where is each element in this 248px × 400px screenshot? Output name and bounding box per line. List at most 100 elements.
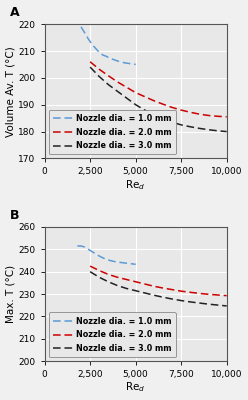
Nozzle dia. = 2.0 mm <box>89 264 92 268</box>
Nozzle dia. = 2.0 mm <box>161 286 164 290</box>
Y-axis label: Max. Τ (°C): Max. Τ (°C) <box>6 265 16 323</box>
Nozzle dia. = 3.0 mm <box>207 302 210 306</box>
Nozzle dia. = 3.0 mm <box>216 303 219 308</box>
Nozzle dia. = 2.0 mm <box>225 293 228 298</box>
Nozzle dia. = 1.0 mm <box>80 24 83 29</box>
Nozzle dia. = 1.0 mm <box>80 244 83 248</box>
Nozzle dia. = 3.0 mm <box>89 269 92 274</box>
Nozzle dia. = 2.0 mm <box>107 272 110 277</box>
Nozzle dia. = 3.0 mm <box>116 89 119 94</box>
Y-axis label: Volume Av. Τ (°C): Volume Av. Τ (°C) <box>5 46 16 137</box>
Nozzle dia. = 3.0 mm <box>116 283 119 288</box>
Nozzle dia. = 3.0 mm <box>152 293 155 298</box>
Nozzle dia. = 1.0 mm <box>134 262 137 267</box>
Nozzle dia. = 3.0 mm <box>189 300 192 304</box>
Nozzle dia. = 3.0 mm <box>161 295 164 300</box>
Nozzle dia. = 3.0 mm <box>180 298 183 303</box>
Nozzle dia. = 2.0 mm <box>143 282 146 286</box>
Nozzle dia. = 3.0 mm <box>134 102 137 107</box>
Nozzle dia. = 2.0 mm <box>107 73 110 78</box>
Nozzle dia. = 3.0 mm <box>216 128 219 133</box>
Text: A: A <box>10 6 20 19</box>
Nozzle dia. = 2.0 mm <box>143 94 146 99</box>
Line: Nozzle dia. = 2.0 mm: Nozzle dia. = 2.0 mm <box>90 62 227 117</box>
Nozzle dia. = 2.0 mm <box>180 108 183 112</box>
Nozzle dia. = 2.0 mm <box>180 289 183 294</box>
Nozzle dia. = 2.0 mm <box>116 80 119 84</box>
Nozzle dia. = 1.0 mm <box>134 62 137 67</box>
Nozzle dia. = 1.0 mm <box>94 46 97 51</box>
Nozzle dia. = 1.0 mm <box>98 254 101 258</box>
Nozzle dia. = 2.0 mm <box>134 279 137 284</box>
Nozzle dia. = 1.0 mm <box>130 262 133 266</box>
Line: Nozzle dia. = 1.0 mm: Nozzle dia. = 1.0 mm <box>77 246 136 264</box>
Nozzle dia. = 2.0 mm <box>207 113 210 118</box>
Nozzle dia. = 3.0 mm <box>107 82 110 87</box>
Nozzle dia. = 1.0 mm <box>98 50 101 55</box>
Nozzle dia. = 2.0 mm <box>89 59 92 64</box>
Nozzle dia. = 2.0 mm <box>189 290 192 295</box>
Legend: Nozzle dia. = 1.0 mm, Nozzle dia. = 2.0 mm, Nozzle dia. = 3.0 mm: Nozzle dia. = 1.0 mm, Nozzle dia. = 2.0 … <box>49 110 176 154</box>
Nozzle dia. = 3.0 mm <box>207 127 210 132</box>
Nozzle dia. = 2.0 mm <box>116 275 119 280</box>
Nozzle dia. = 3.0 mm <box>125 96 128 100</box>
Nozzle dia. = 3.0 mm <box>161 116 164 120</box>
Nozzle dia. = 1.0 mm <box>127 61 130 66</box>
Nozzle dia. = 1.0 mm <box>83 30 86 35</box>
Nozzle dia. = 2.0 mm <box>171 105 174 110</box>
Nozzle dia. = 2.0 mm <box>198 291 201 296</box>
Nozzle dia. = 1.0 mm <box>112 57 115 62</box>
Nozzle dia. = 1.0 mm <box>101 53 104 58</box>
Nozzle dia. = 1.0 mm <box>94 251 97 256</box>
Nozzle dia. = 1.0 mm <box>109 56 112 61</box>
Nozzle dia. = 1.0 mm <box>91 42 93 47</box>
Nozzle dia. = 1.0 mm <box>127 261 130 266</box>
Nozzle dia. = 1.0 mm <box>83 245 86 250</box>
Nozzle dia. = 2.0 mm <box>207 292 210 297</box>
Nozzle dia. = 1.0 mm <box>116 260 119 264</box>
Nozzle dia. = 3.0 mm <box>180 122 183 127</box>
Nozzle dia. = 1.0 mm <box>87 36 90 41</box>
Nozzle dia. = 3.0 mm <box>107 279 110 284</box>
Nozzle dia. = 2.0 mm <box>125 277 128 282</box>
Nozzle dia. = 3.0 mm <box>143 290 146 295</box>
Nozzle dia. = 3.0 mm <box>198 301 201 306</box>
Nozzle dia. = 3.0 mm <box>152 112 155 116</box>
Nozzle dia. = 1.0 mm <box>109 258 112 263</box>
Nozzle dia. = 1.0 mm <box>123 60 126 65</box>
Line: Nozzle dia. = 3.0 mm: Nozzle dia. = 3.0 mm <box>90 272 227 306</box>
Line: Nozzle dia. = 2.0 mm: Nozzle dia. = 2.0 mm <box>90 266 227 296</box>
Nozzle dia. = 2.0 mm <box>134 90 137 95</box>
Nozzle dia. = 2.0 mm <box>171 287 174 292</box>
Nozzle dia. = 3.0 mm <box>189 124 192 129</box>
Nozzle dia. = 1.0 mm <box>105 257 108 262</box>
Nozzle dia. = 3.0 mm <box>89 65 92 70</box>
Nozzle dia. = 1.0 mm <box>130 62 133 66</box>
Nozzle dia. = 1.0 mm <box>105 54 108 59</box>
Nozzle dia. = 3.0 mm <box>171 120 174 124</box>
Nozzle dia. = 1.0 mm <box>120 260 123 265</box>
Nozzle dia. = 3.0 mm <box>198 126 201 131</box>
Nozzle dia. = 1.0 mm <box>87 247 90 252</box>
Nozzle dia. = 1.0 mm <box>112 259 115 264</box>
Nozzle dia. = 3.0 mm <box>98 74 101 79</box>
Nozzle dia. = 2.0 mm <box>125 85 128 90</box>
Nozzle dia. = 2.0 mm <box>152 98 155 103</box>
Text: B: B <box>10 208 20 222</box>
Nozzle dia. = 2.0 mm <box>152 284 155 289</box>
Nozzle dia. = 1.0 mm <box>91 249 93 254</box>
Nozzle dia. = 1.0 mm <box>120 60 123 64</box>
Legend: Nozzle dia. = 1.0 mm, Nozzle dia. = 2.0 mm, Nozzle dia. = 3.0 mm: Nozzle dia. = 1.0 mm, Nozzle dia. = 2.0 … <box>49 312 176 357</box>
X-axis label: Re$_d$: Re$_d$ <box>125 381 146 394</box>
Nozzle dia. = 1.0 mm <box>76 244 79 248</box>
Nozzle dia. = 3.0 mm <box>225 129 228 134</box>
Nozzle dia. = 1.0 mm <box>101 256 104 260</box>
Nozzle dia. = 3.0 mm <box>171 297 174 302</box>
Nozzle dia. = 3.0 mm <box>98 275 101 280</box>
Nozzle dia. = 2.0 mm <box>161 102 164 106</box>
Nozzle dia. = 2.0 mm <box>216 292 219 297</box>
Nozzle dia. = 1.0 mm <box>123 260 126 265</box>
Nozzle dia. = 2.0 mm <box>189 110 192 115</box>
Nozzle dia. = 3.0 mm <box>125 286 128 291</box>
Nozzle dia. = 2.0 mm <box>198 112 201 116</box>
